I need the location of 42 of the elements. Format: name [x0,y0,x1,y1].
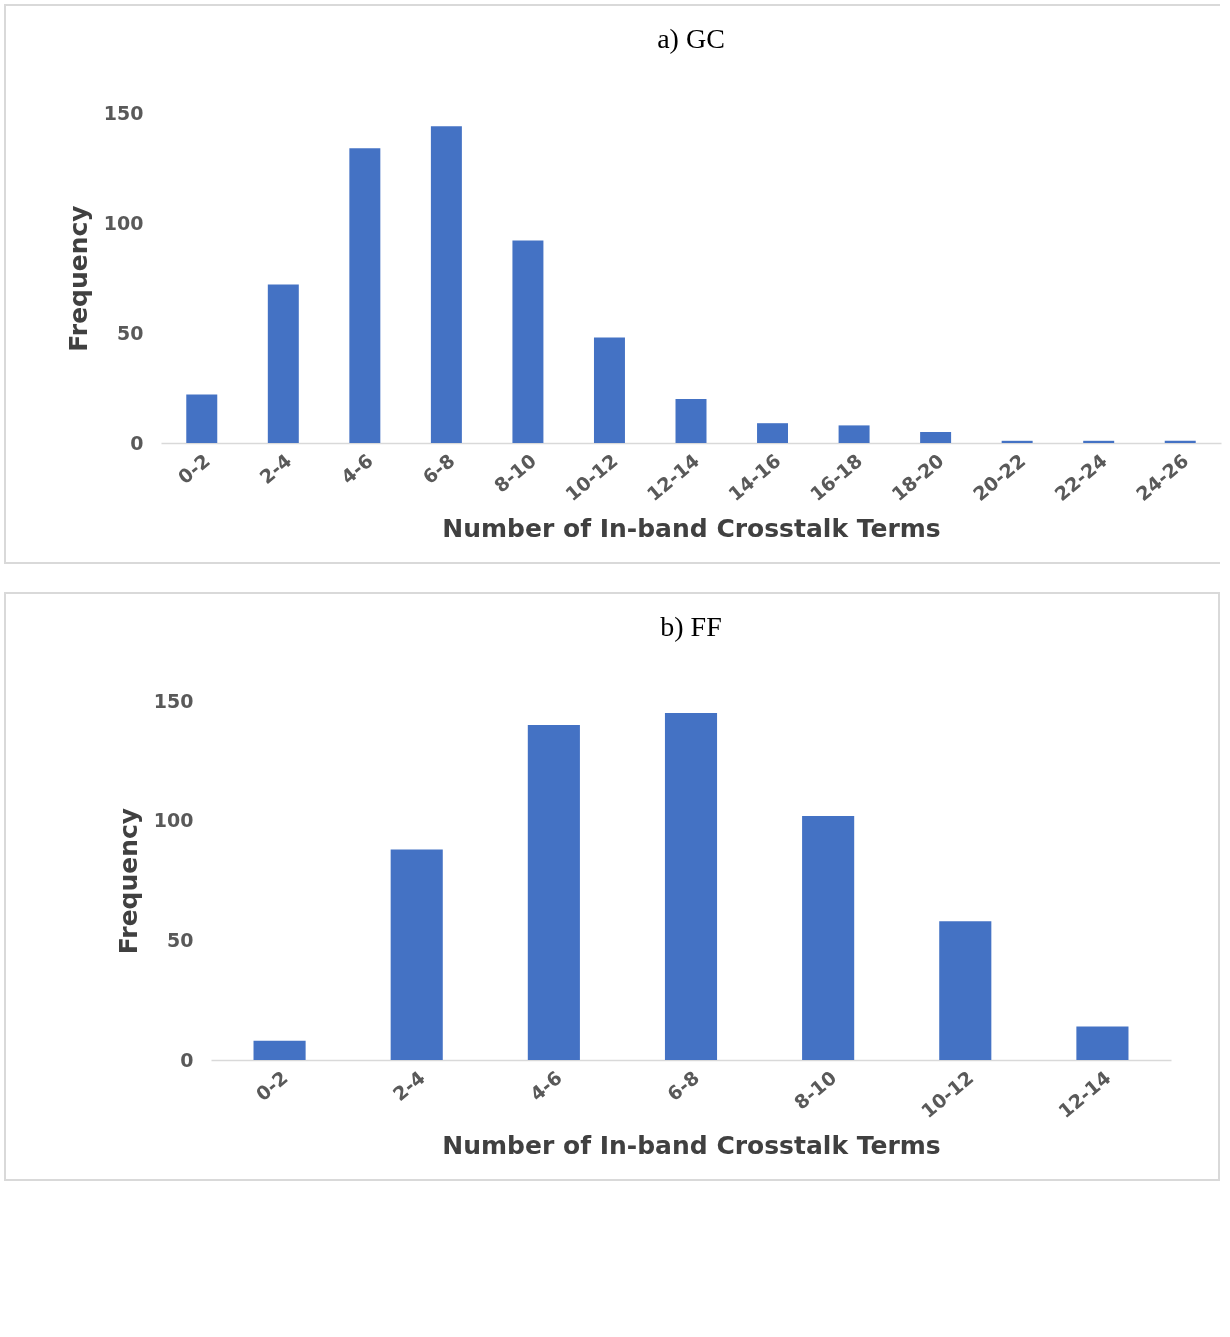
bar [802,815,855,1060]
bar [838,425,870,443]
y-tick-label: 0 [130,431,144,454]
x-tick-label: 6-8 [418,449,459,489]
y-tick-label: 100 [103,211,144,234]
y-tick-label: 50 [167,928,194,951]
x-tick-label: 6-8 [662,1066,704,1106]
chart-title: b) FF [660,611,722,642]
bar [1083,440,1115,443]
x-tick-label: 4-6 [525,1066,567,1106]
bar [267,284,299,443]
bar [390,849,443,1060]
x-axis-title: Number of In-band Crosstalk Terms [442,514,941,544]
bar [186,394,218,443]
y-tick-label: 50 [117,321,144,344]
x-tick-label: 0-2 [251,1066,292,1106]
bar [349,148,381,443]
bar [593,337,625,443]
bar [939,921,992,1060]
y-tick-label: 100 [153,809,194,832]
y-axis-title: Frequency [113,807,143,955]
x-tick-label: 0-2 [173,449,214,489]
y-tick-label: 0 [180,1048,194,1071]
y-axis-title: Frequency [63,205,93,352]
y-tick-label: 150 [153,689,194,712]
bar [675,399,707,443]
x-axis-title: Number of In-band Crosstalk Terms [442,1131,941,1161]
bar [1076,1026,1129,1060]
bar [430,126,462,443]
x-tick-label: 2-4 [388,1066,429,1106]
bar [527,724,580,1060]
x-tick-label: 2-4 [255,449,296,489]
chart-title: a) GC [657,23,725,54]
bar [1001,440,1033,443]
bar [1164,440,1196,443]
bar [512,240,544,443]
x-tick-label: 4-6 [336,449,378,489]
bar [253,1040,306,1060]
bar [664,712,718,1060]
bar [920,432,952,443]
y-tick-label: 150 [103,101,144,124]
bar [757,423,789,443]
